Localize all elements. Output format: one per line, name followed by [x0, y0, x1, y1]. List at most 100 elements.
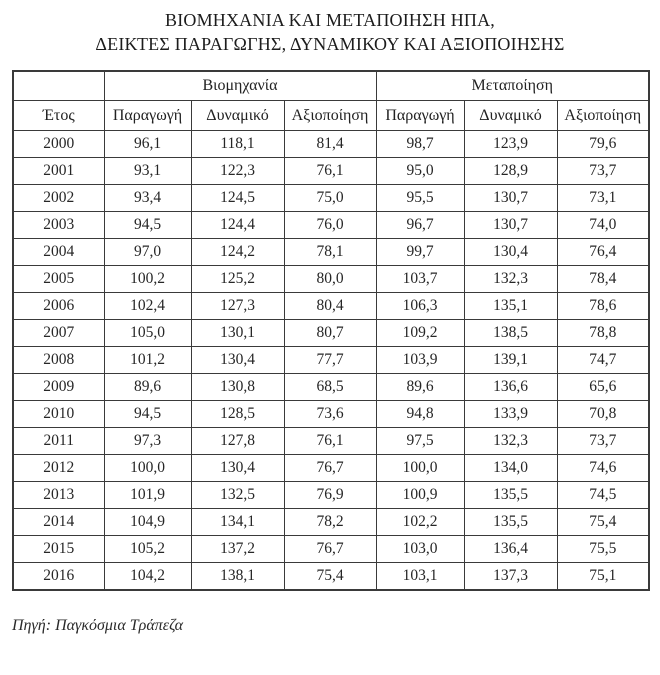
table-row: 2010 94,5 128,5 73,6 94,8 133,9 70,8 [12, 400, 650, 428]
table-row: 2015 105,2 137,2 76,7 103,0 136,4 75,5 [12, 535, 650, 563]
table-row: 2012 100,0 130,4 76,7 100,0 134,0 74,6 [12, 454, 650, 482]
value-cell: 78,6 [556, 292, 650, 320]
value-cell: 100,0 [375, 454, 465, 482]
value-cell: 76,4 [556, 238, 650, 266]
value-cell: 101,9 [103, 481, 192, 509]
corner-empty-cell [12, 70, 105, 101]
value-cell: 127,3 [190, 292, 285, 320]
table-row: 2004 97,0 124,2 78,1 99,7 130,4 76,4 [12, 238, 650, 266]
value-cell: 80,4 [283, 292, 377, 320]
page-title: ΒΙΟΜΗΧΑΝΙΑ ΚΑΙ ΜΕΤΑΠΟΙΗΣΗ ΗΠΑ, ΔΕΙΚΤΕΣ Π… [0, 8, 660, 56]
value-cell: 95,0 [375, 157, 465, 185]
value-cell: 124,5 [190, 184, 285, 212]
year-cell: 2008 [12, 346, 105, 374]
value-cell: 130,7 [463, 184, 558, 212]
value-cell: 102,2 [375, 508, 465, 536]
value-cell: 70,8 [556, 400, 650, 428]
year-cell: 2015 [12, 535, 105, 563]
column-header-production-industry: Παραγωγή [103, 100, 192, 131]
column-header-production-manufacturing: Παραγωγή [375, 100, 465, 131]
value-cell: 139,1 [463, 346, 558, 374]
value-cell: 100,2 [103, 265, 192, 293]
year-cell: 2002 [12, 184, 105, 212]
value-cell: 137,2 [190, 535, 285, 563]
value-cell: 96,1 [103, 130, 192, 158]
value-cell: 80,0 [283, 265, 377, 293]
value-cell: 75,0 [283, 184, 377, 212]
year-cell: 2007 [12, 319, 105, 347]
value-cell: 124,2 [190, 238, 285, 266]
value-cell: 137,3 [463, 562, 558, 591]
value-cell: 76,1 [283, 427, 377, 455]
value-cell: 97,3 [103, 427, 192, 455]
value-cell: 132,3 [463, 265, 558, 293]
table-row: 2002 93,4 124,5 75,0 95,5 130,7 73,1 [12, 184, 650, 212]
year-cell: 2014 [12, 508, 105, 536]
value-cell: 105,0 [103, 319, 192, 347]
value-cell: 135,1 [463, 292, 558, 320]
value-cell: 101,2 [103, 346, 192, 374]
value-cell: 130,1 [190, 319, 285, 347]
year-cell: 2003 [12, 211, 105, 239]
table-row: 2001 93,1 122,3 76,1 95,0 128,9 73,7 [12, 157, 650, 185]
value-cell: 94,8 [375, 400, 465, 428]
column-header-capacity-industry: Δυναμικό [190, 100, 285, 131]
value-cell: 78,8 [556, 319, 650, 347]
year-cell: 2001 [12, 157, 105, 185]
value-cell: 75,4 [556, 508, 650, 536]
year-cell: 2004 [12, 238, 105, 266]
value-cell: 97,5 [375, 427, 465, 455]
value-cell: 76,9 [283, 481, 377, 509]
value-cell: 94,5 [103, 400, 192, 428]
title-line-1: ΒΙΟΜΗΧΑΝΙΑ ΚΑΙ ΜΕΤΑΠΟΙΗΣΗ ΗΠΑ, [164, 10, 495, 30]
indices-table: Βιομηχανία Μεταποίηση Έτος Παραγωγή Δυνα… [12, 70, 651, 591]
value-cell: 89,6 [375, 373, 465, 401]
column-header-utilization-manufacturing: Αξιοποίηση [556, 100, 650, 131]
value-cell: 81,4 [283, 130, 377, 158]
value-cell: 97,0 [103, 238, 192, 266]
group-header-row: Βιομηχανία Μεταποίηση [12, 70, 650, 101]
value-cell: 75,5 [556, 535, 650, 563]
value-cell: 128,9 [463, 157, 558, 185]
value-cell: 96,7 [375, 211, 465, 239]
value-cell: 104,2 [103, 562, 192, 591]
value-cell: 106,3 [375, 292, 465, 320]
table-row: 2006 102,4 127,3 80,4 106,3 135,1 78,6 [12, 292, 650, 320]
year-cell: 2000 [12, 130, 105, 158]
value-cell: 130,4 [190, 346, 285, 374]
value-cell: 73,7 [556, 427, 650, 455]
value-cell: 134,1 [190, 508, 285, 536]
value-cell: 73,1 [556, 184, 650, 212]
table-row: 2014 104,9 134,1 78,2 102,2 135,5 75,4 [12, 508, 650, 536]
value-cell: 78,1 [283, 238, 377, 266]
value-cell: 105,2 [103, 535, 192, 563]
value-cell: 65,6 [556, 373, 650, 401]
value-cell: 68,5 [283, 373, 377, 401]
table-row: 2000 96,1 118,1 81,4 98,7 123,9 79,6 [12, 130, 650, 158]
column-header-year: Έτος [12, 100, 105, 131]
value-cell: 99,7 [375, 238, 465, 266]
value-cell: 136,6 [463, 373, 558, 401]
value-cell: 132,5 [190, 481, 285, 509]
table-body: 2000 96,1 118,1 81,4 98,7 123,9 79,6 2001 93,1 12… [12, 130, 650, 591]
value-cell: 79,6 [556, 130, 650, 158]
value-cell: 135,5 [463, 481, 558, 509]
year-cell: 2006 [12, 292, 105, 320]
value-cell: 93,1 [103, 157, 192, 185]
value-cell: 135,5 [463, 508, 558, 536]
value-cell: 74,7 [556, 346, 650, 374]
value-cell: 103,7 [375, 265, 465, 293]
value-cell: 123,9 [463, 130, 558, 158]
value-cell: 130,4 [190, 454, 285, 482]
table-row: 2009 89,6 130,8 68,5 89,6 136,6 65,6 [12, 373, 650, 401]
year-cell: 2013 [12, 481, 105, 509]
value-cell: 130,8 [190, 373, 285, 401]
value-cell: 133,9 [463, 400, 558, 428]
value-cell: 103,0 [375, 535, 465, 563]
value-cell: 76,7 [283, 454, 377, 482]
value-cell: 75,4 [283, 562, 377, 591]
table-row: 2013 101,9 132,5 76,9 100,9 135,5 74,5 [12, 481, 650, 509]
year-cell: 2005 [12, 265, 105, 293]
value-cell: 125,2 [190, 265, 285, 293]
value-cell: 73,6 [283, 400, 377, 428]
